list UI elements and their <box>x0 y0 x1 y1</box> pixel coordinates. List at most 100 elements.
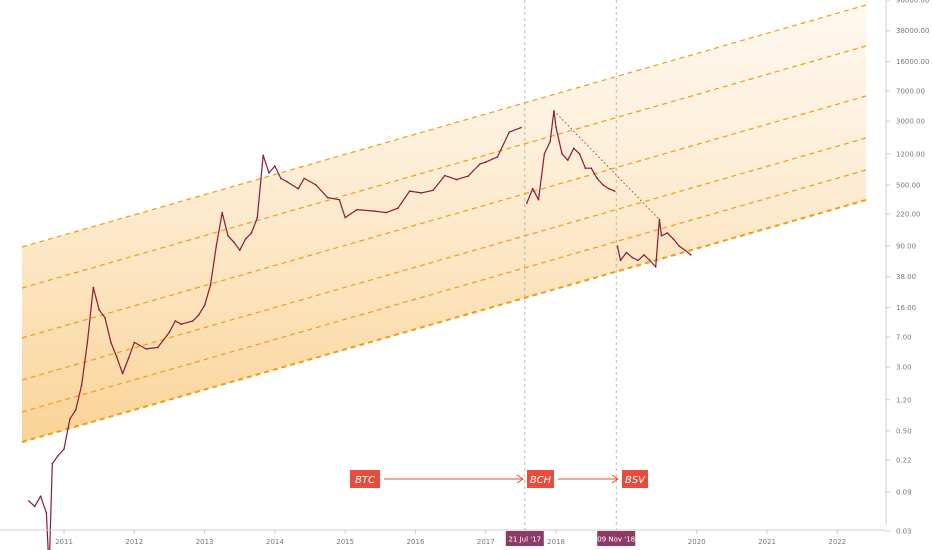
date-marker-label-0: 21 Jul '17 <box>508 536 541 544</box>
x-tick-label: 2020 <box>688 538 706 546</box>
price-point <box>616 245 619 247</box>
y-axis: 1150000.00500000.00220000.0090000.003800… <box>885 0 929 536</box>
price-point <box>420 192 423 194</box>
date-marker-tag-1 <box>597 531 636 546</box>
price-point <box>444 174 446 177</box>
y-tick-label: 1200.00 <box>896 150 925 158</box>
price-point <box>256 216 259 219</box>
price-point <box>584 167 587 169</box>
price-point <box>303 177 306 180</box>
price-point <box>543 153 546 155</box>
price-point <box>227 235 229 237</box>
y-tick-label: 7.00 <box>896 333 912 341</box>
price-point <box>658 218 661 221</box>
price-point <box>666 232 669 234</box>
arrow-bch-bsv-head <box>611 474 619 484</box>
price-point <box>508 131 511 133</box>
price-point <box>39 495 42 498</box>
price-point <box>28 500 30 502</box>
price-point <box>338 198 341 201</box>
arrow-btc-bch-head <box>516 474 524 484</box>
price-point <box>45 512 48 514</box>
coin-annotations: BTC BCH BSV <box>350 470 648 488</box>
price-point <box>561 153 563 155</box>
price-point <box>572 147 575 150</box>
price-point <box>244 238 247 240</box>
price-point <box>197 314 200 316</box>
price-point <box>596 177 598 180</box>
price-point <box>203 304 206 307</box>
channel-line-2 <box>21 137 867 381</box>
coin-tag-btc: BTC <box>355 475 375 486</box>
price-point <box>121 372 124 375</box>
coin-tag-bch: BCH <box>530 475 552 486</box>
price-point <box>168 331 171 334</box>
y-tick-label: 0.50 <box>896 427 912 435</box>
x-tick-label: 2013 <box>196 538 214 546</box>
price-point <box>221 211 223 214</box>
price-point <box>297 187 300 190</box>
price-point <box>192 320 194 322</box>
price-point <box>250 232 253 234</box>
coin-tag-box-bch <box>527 470 554 488</box>
coin-tag-box-bsv <box>622 470 648 488</box>
price-point <box>631 256 634 259</box>
price-point <box>315 184 317 186</box>
price-point <box>649 259 651 262</box>
date-marker-tag-0 <box>505 531 544 546</box>
x-tick-label: 2016 <box>407 538 425 546</box>
y-tick-label: 1.20 <box>896 396 912 404</box>
price-point <box>239 249 241 251</box>
price-point <box>672 238 675 240</box>
price-point <box>115 356 118 358</box>
price-point <box>537 198 540 201</box>
price-point <box>127 357 130 360</box>
y-tick-label: 0.09 <box>896 489 912 497</box>
price-point <box>274 165 276 167</box>
price-point <box>268 172 270 174</box>
price-point <box>467 175 470 177</box>
price-point <box>479 163 481 165</box>
price-point <box>432 189 434 192</box>
price-point <box>555 126 557 129</box>
x-tick-label: 2011 <box>55 538 73 546</box>
price-point <box>344 216 347 219</box>
price-point <box>356 208 358 211</box>
price-point <box>233 241 235 243</box>
price-point <box>578 153 581 155</box>
price-point <box>145 348 147 350</box>
date-marker-lines <box>524 0 617 530</box>
price-point <box>619 259 622 262</box>
price-point <box>485 161 487 163</box>
price-point <box>51 462 54 465</box>
price-point <box>654 266 657 268</box>
price-point <box>678 245 680 247</box>
price-point <box>33 505 36 508</box>
y-tick-label: 38000.00 <box>896 27 929 35</box>
channel-line-0 <box>21 199 867 443</box>
price-point <box>133 341 136 344</box>
x-axis: 2011201220132014201520162017201820192020… <box>0 529 886 546</box>
y-tick-label: 16.00 <box>896 304 916 312</box>
channel-band-fill <box>22 5 866 442</box>
price-point <box>684 249 686 251</box>
coin-tag-box-btc <box>350 470 380 488</box>
price-point <box>373 210 376 212</box>
price-point <box>80 384 83 387</box>
price-point <box>74 409 77 411</box>
x-tick-label: 2014 <box>266 538 284 546</box>
price-point <box>285 180 288 183</box>
price-point <box>180 323 182 326</box>
price-point <box>549 140 551 143</box>
price-point <box>86 341 89 344</box>
price-point <box>690 254 692 256</box>
y-tick-label: 7000.00 <box>896 87 925 95</box>
price-point <box>660 235 663 237</box>
price-point <box>110 341 112 344</box>
y-tick-label: 90.00 <box>896 243 916 251</box>
x-tick-label: 2017 <box>477 538 495 546</box>
channel-bands <box>22 5 866 442</box>
price-point <box>520 126 522 129</box>
x-tick-label: 2022 <box>828 538 846 546</box>
